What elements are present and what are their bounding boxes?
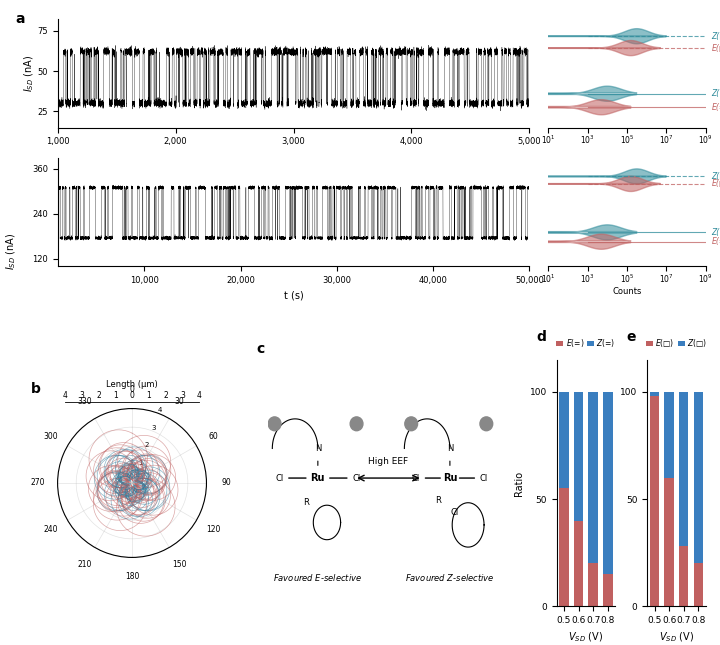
Y-axis label: $I_{SD}$ (nA): $I_{SD}$ (nA) (22, 55, 36, 92)
Circle shape (405, 417, 418, 431)
Text: 1: 1 (113, 391, 117, 400)
X-axis label: $V_{SD}$ (V): $V_{SD}$ (V) (568, 631, 603, 644)
Text: Ru: Ru (443, 473, 457, 483)
Text: 3: 3 (79, 391, 84, 400)
Bar (559, 488, 569, 606)
Text: Cl: Cl (352, 473, 361, 482)
Text: Cl: Cl (480, 473, 488, 482)
Text: Ru: Ru (310, 473, 325, 483)
Text: 2: 2 (96, 391, 101, 400)
Text: $I_{SD}$ (nA): $I_{SD}$ (nA) (4, 233, 17, 270)
Text: e: e (627, 330, 636, 344)
Text: Favoured $E$-selective: Favoured $E$-selective (274, 571, 362, 583)
Bar (574, 392, 583, 521)
Text: Z(=): Z(=) (711, 89, 720, 98)
Text: 4: 4 (63, 391, 67, 400)
Bar (665, 478, 674, 606)
Text: 1: 1 (146, 391, 151, 400)
Y-axis label: Ratio: Ratio (514, 470, 524, 495)
Text: E(=): E(=) (711, 237, 720, 246)
Text: Z(□): Z(□) (711, 32, 720, 41)
Bar (679, 392, 688, 546)
Text: 2: 2 (163, 391, 168, 400)
Text: R: R (304, 498, 310, 507)
Text: 4: 4 (197, 391, 202, 400)
Bar (574, 521, 583, 606)
Bar (679, 546, 688, 606)
Text: Cl: Cl (412, 473, 420, 482)
Circle shape (350, 417, 363, 431)
Bar (649, 396, 660, 606)
Bar (665, 392, 674, 478)
Text: c: c (256, 342, 265, 357)
Legend: $E$(=), $Z$(=): $E$(=), $Z$(=) (554, 334, 618, 352)
X-axis label: Counts: Counts (612, 288, 642, 297)
Bar (559, 392, 569, 488)
Text: 3: 3 (180, 391, 185, 400)
Text: N: N (315, 444, 321, 453)
Text: d: d (536, 330, 546, 344)
Bar (693, 564, 703, 606)
X-axis label: t (s): t (s) (284, 290, 303, 300)
Text: Z(□): Z(□) (711, 172, 720, 181)
Text: High EEF: High EEF (369, 457, 408, 466)
Text: N: N (446, 444, 453, 453)
Text: E(□): E(□) (711, 179, 720, 188)
Bar (603, 392, 613, 574)
Bar (693, 392, 703, 564)
Text: 0: 0 (130, 391, 135, 400)
Bar (603, 574, 613, 606)
Text: Cl: Cl (450, 508, 459, 517)
Text: Cl: Cl (275, 473, 283, 482)
Text: b: b (31, 382, 40, 396)
Text: Length (μm): Length (μm) (106, 380, 158, 389)
Text: a: a (15, 12, 24, 26)
Circle shape (480, 417, 492, 431)
Circle shape (269, 417, 281, 431)
Text: E(□): E(□) (711, 44, 720, 53)
Text: E(=): E(=) (711, 103, 720, 112)
Bar (649, 392, 660, 396)
Text: Z(=): Z(=) (711, 228, 720, 237)
Text: R: R (436, 496, 441, 505)
Bar (588, 392, 598, 564)
Text: Favoured $Z$-selective: Favoured $Z$-selective (405, 571, 495, 583)
Bar (588, 564, 598, 606)
X-axis label: $V_{SD}$ (V): $V_{SD}$ (V) (659, 631, 694, 644)
Legend: $E$(□), $Z$(□): $E$(□), $Z$(□) (643, 334, 710, 352)
